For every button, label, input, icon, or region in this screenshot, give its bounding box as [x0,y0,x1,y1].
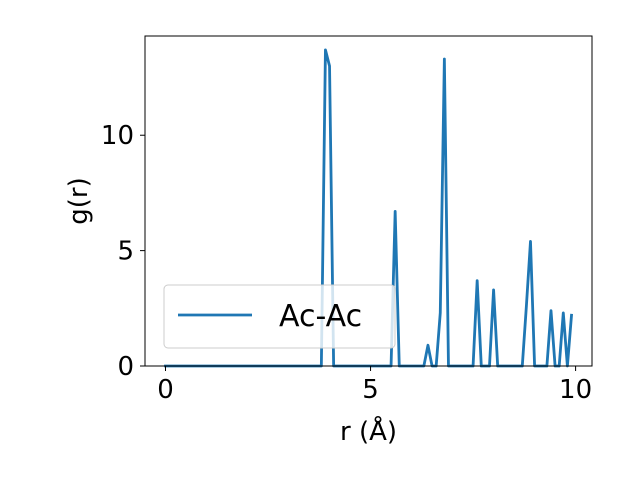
legend-box [163,284,396,349]
x-tick-label-2: 10 [559,375,592,405]
y-axis-label: g(r) [64,177,94,224]
axes-layer: 0 5 10 0 5 10 r (Å) g(r) [64,35,593,447]
x-axis-label: r (Å) [340,415,397,447]
y-tick-label-1: 5 [117,237,134,267]
legend: Ac-Ac [163,284,396,349]
x-tick-label-0: 0 [157,375,174,405]
axes-frame [144,35,593,367]
y-tick-label-0: 0 [117,352,134,382]
y-tick-label-2: 10 [101,121,134,151]
legend-label-0: Ac-Ac [279,299,362,334]
x-tick-label-1: 5 [362,375,379,405]
